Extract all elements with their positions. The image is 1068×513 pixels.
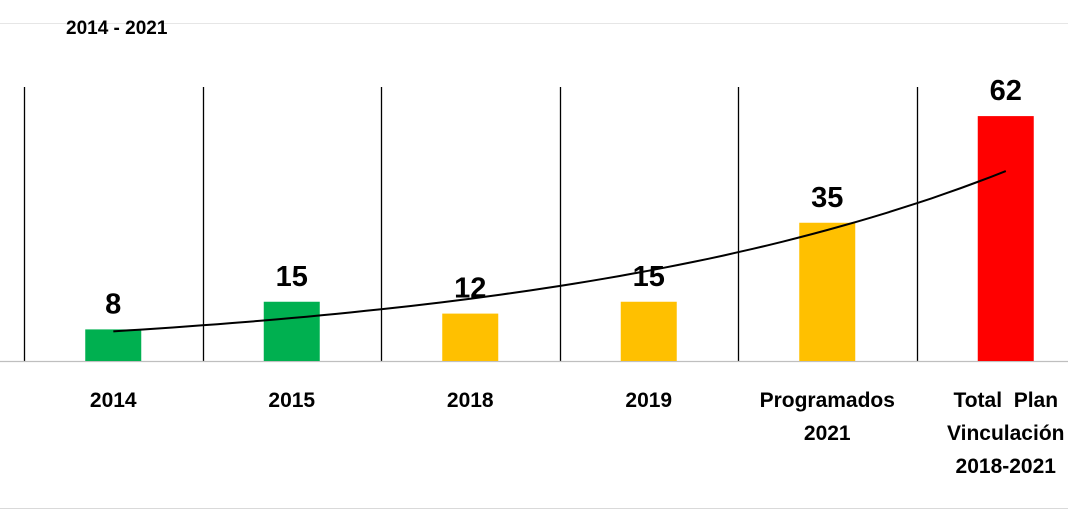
bar [620,301,677,361]
category-label: 2015 [268,389,315,412]
bar [442,313,499,361]
category-label: 2018-2021 [956,455,1057,478]
category-label: 2021 [804,422,851,445]
top-divider [0,23,1068,24]
bar [85,329,142,361]
bar [263,301,320,361]
data-label: 15 [276,261,308,293]
data-label: 8 [105,288,121,320]
data-label: 15 [633,261,665,293]
bottom-divider [0,508,1068,509]
category-label: Programados [760,389,895,412]
chart-subtitle: 2014 - 2021 [66,18,168,39]
bar [799,222,856,361]
category-label: 2014 [90,389,137,412]
category-label: Total Plan [953,389,1058,412]
bar [977,116,1034,361]
category-label: 2018 [447,389,494,412]
data-label: 35 [811,182,843,214]
category-label: 2019 [625,389,672,412]
category-label: Vinculación [947,422,1064,445]
data-label: 62 [990,75,1022,107]
trendline [113,170,1007,333]
